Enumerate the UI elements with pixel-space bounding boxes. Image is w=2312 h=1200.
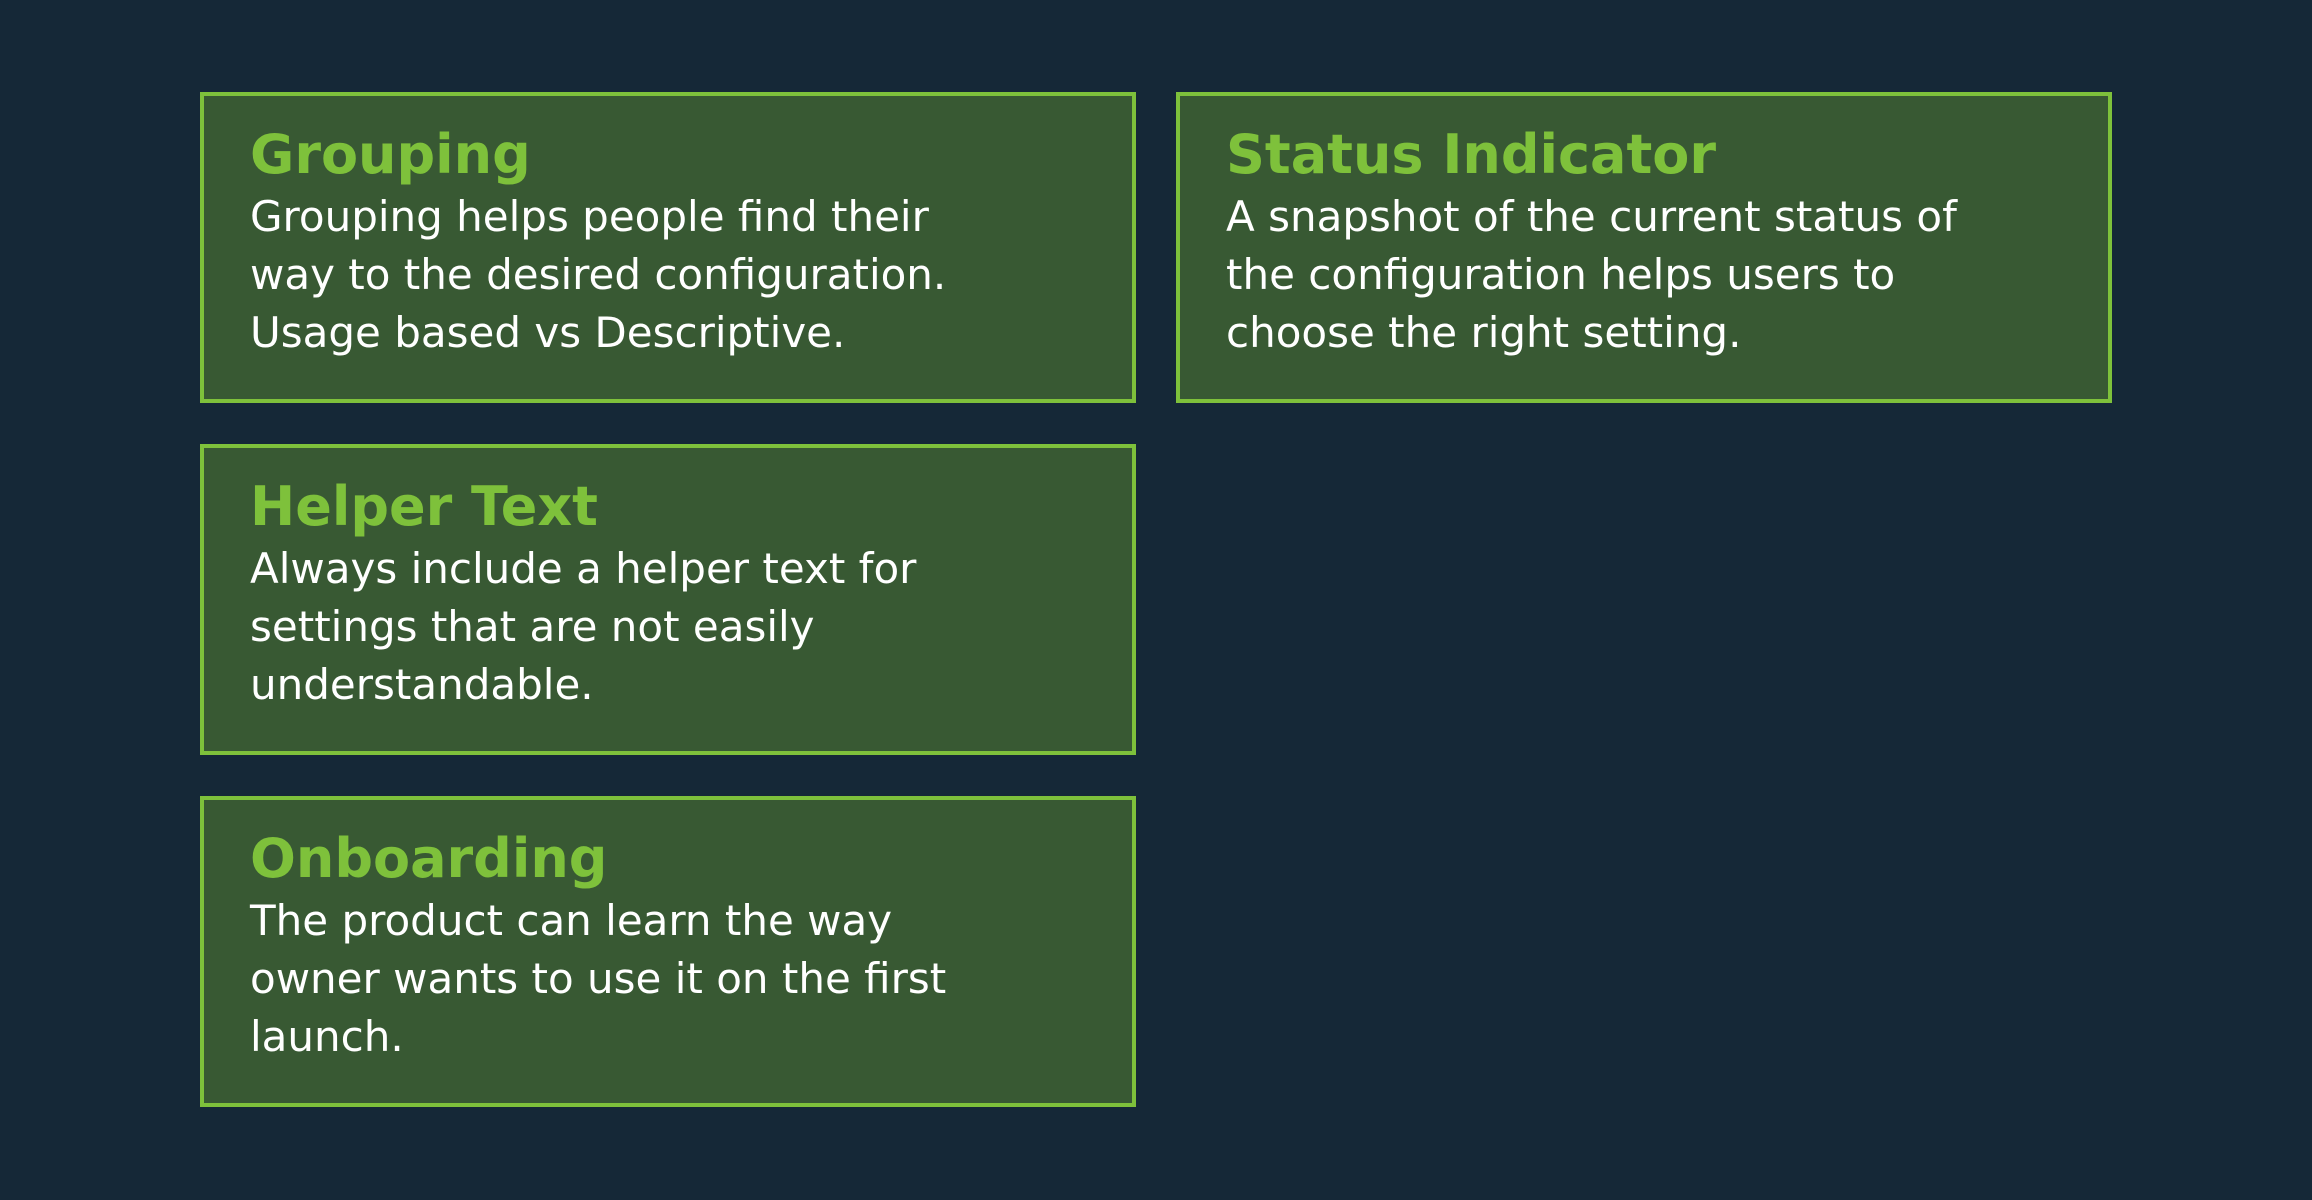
card-description-line: A snapshot of the current status of [1226,192,1957,241]
card-description: Always include a helper text for setting… [250,540,1088,714]
card-title: Grouping [250,123,531,186]
card-description-line: the configuration helps users to [1226,250,1896,299]
card-description-line: The product can learn the way [250,896,893,945]
card-grouping: Grouping Grouping helps people find thei… [200,92,1136,403]
card-description-line: way to the desired configuration. [250,250,947,299]
card-description-line: settings that are not easily [250,602,815,651]
card-description-line: Always include a helper text for [250,544,917,593]
card-description-line: understandable. [250,660,594,709]
card-description: Grouping helps people find their way to … [250,188,1088,362]
card-description-line: Grouping helps people find their [250,192,929,241]
card-description-line: owner wants to use it on the first [250,954,947,1003]
card-helper-text: Helper Text Always include a helper text… [200,444,1136,755]
card-description: A snapshot of the current status of the … [1226,188,2064,362]
card-title: Helper Text [250,475,598,538]
card-description: The product can learn the way owner want… [250,892,1088,1066]
card-title: Onboarding [250,827,608,890]
card-description-line: launch. [250,1012,404,1061]
card-onboarding: Onboarding The product can learn the way… [200,796,1136,1107]
card-status-indicator: Status Indicator A snapshot of the curre… [1176,92,2112,403]
card-title: Status Indicator [1226,123,1717,186]
card-description-line: choose the right setting. [1226,308,1742,357]
card-description-line: Usage based vs Descriptive. [250,308,846,357]
